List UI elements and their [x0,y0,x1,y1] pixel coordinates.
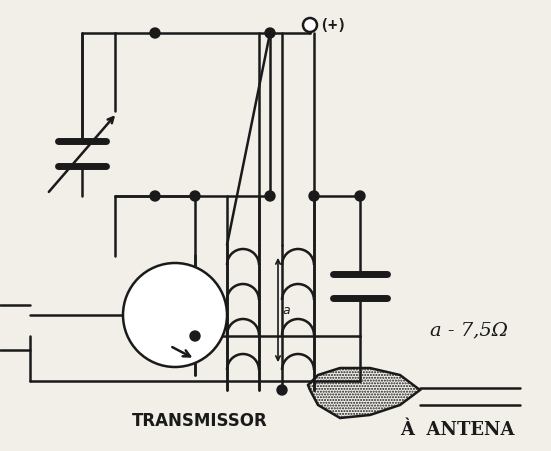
Circle shape [190,331,200,341]
Circle shape [265,28,275,38]
Text: À  ANTENA: À ANTENA [400,421,515,439]
Circle shape [150,28,160,38]
Circle shape [355,191,365,201]
Text: TRANSMISSOR: TRANSMISSOR [132,412,268,430]
Text: (+): (+) [319,18,347,32]
Circle shape [265,191,275,201]
Text: a - 7,5Ω: a - 7,5Ω [430,321,508,339]
Circle shape [303,18,317,32]
Circle shape [150,191,160,201]
Text: a: a [282,304,290,317]
Circle shape [123,263,227,367]
Circle shape [309,191,319,201]
Circle shape [277,385,287,395]
Circle shape [190,191,200,201]
